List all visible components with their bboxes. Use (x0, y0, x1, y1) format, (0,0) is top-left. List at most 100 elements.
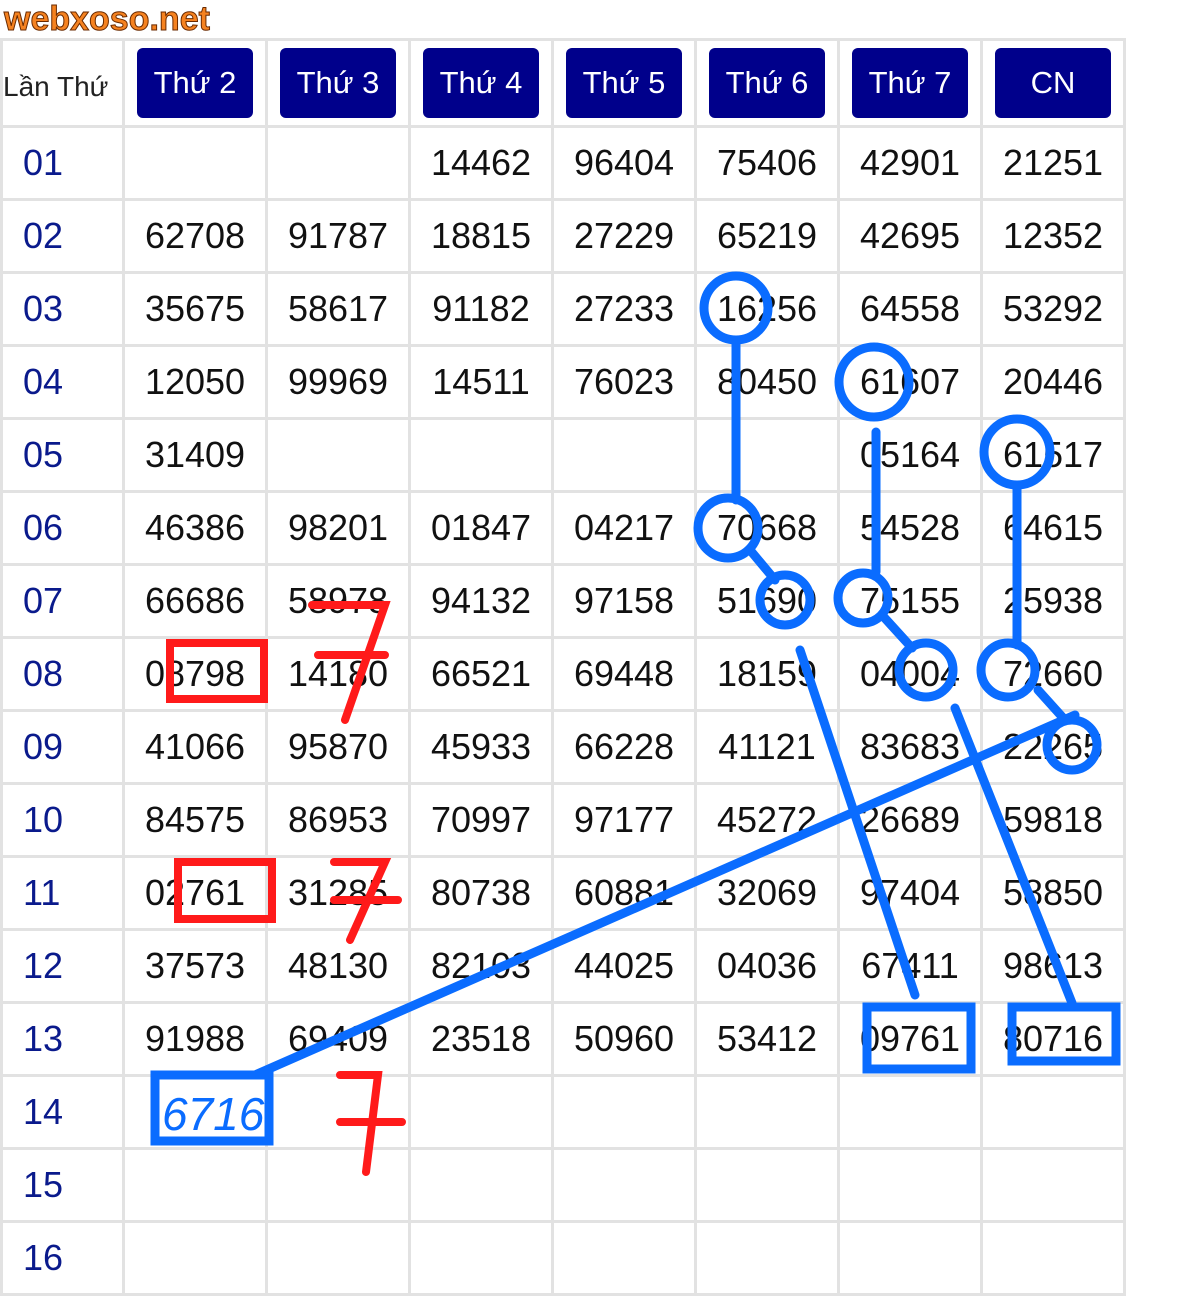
result-cell (265, 1147, 411, 1223)
result-cell (265, 1220, 411, 1296)
day-header-button[interactable]: CN (995, 48, 1111, 118)
day-header-button[interactable]: Thứ 5 (566, 48, 682, 118)
result-cell (265, 417, 411, 493)
table-row: 10 84575 86953 70997 97177 45272 26689 59818 (0, 782, 1126, 858)
result-cell: 91182 (408, 271, 554, 347)
result-cell (837, 1074, 983, 1150)
result-cell: 66228 (551, 709, 697, 785)
day-header-button[interactable]: Thứ 2 (137, 48, 253, 118)
result-cell: 97404 (837, 855, 983, 931)
result-cell: 32069 (694, 855, 840, 931)
table-row: 14 (0, 1074, 1126, 1150)
corner-label: Lần Thứ (3, 71, 109, 102)
row-label: 07 (0, 563, 125, 639)
result-cell: 26689 (837, 782, 983, 858)
result-cell: 45933 (408, 709, 554, 785)
result-cell: 80450 (694, 344, 840, 420)
result-cell: 21251 (980, 125, 1126, 201)
result-cell: 76023 (551, 344, 697, 420)
result-cell: 27229 (551, 198, 697, 274)
row-label: 01 (0, 125, 125, 201)
result-cell (980, 1220, 1126, 1296)
row-label: 03 (0, 271, 125, 347)
table-row: 09 41066 95870 45933 66228 41121 83683 22265 (0, 709, 1126, 785)
result-cell: 98613 (980, 928, 1126, 1004)
day-header: Thứ 7 (837, 38, 983, 128)
result-cell: 09761 (837, 1001, 983, 1077)
result-cell (408, 1074, 554, 1150)
result-cell: 69409 (265, 1001, 411, 1077)
result-cell: 97158 (551, 563, 697, 639)
result-cell: 48130 (265, 928, 411, 1004)
result-cell: 86953 (265, 782, 411, 858)
result-cell (980, 1074, 1126, 1150)
day-header: Thứ 5 (551, 38, 697, 128)
result-cell: 65219 (694, 198, 840, 274)
result-cell: 05164 (837, 417, 983, 493)
result-cell (122, 125, 268, 201)
result-cell: 41121 (694, 709, 840, 785)
row-label: 16 (0, 1220, 125, 1296)
result-cell: 18159 (694, 636, 840, 712)
result-cell (694, 1147, 840, 1223)
result-cell: 37573 (122, 928, 268, 1004)
result-cell: 91988 (122, 1001, 268, 1077)
result-cell: 45272 (694, 782, 840, 858)
table-row: 06 46386 98201 01847 04217 70668 54528 64615 (0, 490, 1126, 566)
result-cell: 02761 (122, 855, 268, 931)
result-cell: 12352 (980, 198, 1126, 274)
result-cell (265, 1074, 411, 1150)
result-cell: 84575 (122, 782, 268, 858)
result-cell: 16256 (694, 271, 840, 347)
result-cell: 44025 (551, 928, 697, 1004)
result-cell: 80716 (980, 1001, 1126, 1077)
result-cell: 18815 (408, 198, 554, 274)
day-header-button[interactable]: Thứ 7 (852, 48, 968, 118)
table-row: 04 12050 99969 14511 76023 80450 61607 20446 (0, 344, 1126, 420)
row-label: 11 (0, 855, 125, 931)
row-label: 10 (0, 782, 125, 858)
row-label: 05 (0, 417, 125, 493)
result-cell (408, 417, 554, 493)
result-cell: 42695 (837, 198, 983, 274)
table-row: 02 62708 91787 18815 27229 65219 42695 12352 (0, 198, 1126, 274)
result-cell: 61517 (980, 417, 1126, 493)
result-cell (694, 417, 840, 493)
row-label: 04 (0, 344, 125, 420)
result-cell: 95870 (265, 709, 411, 785)
result-cell: 31285 (265, 855, 411, 931)
result-cell (551, 417, 697, 493)
corner-header: Lần Thứ (0, 38, 125, 128)
result-cell: 80738 (408, 855, 554, 931)
result-cell: 53292 (980, 271, 1126, 347)
result-cell: 04217 (551, 490, 697, 566)
result-cell: 41066 (122, 709, 268, 785)
table-row: 07 66686 58978 94132 97158 51690 75155 25938 (0, 563, 1126, 639)
day-header-button[interactable]: Thứ 4 (423, 48, 539, 118)
result-cell: 94132 (408, 563, 554, 639)
row-label: 14 (0, 1074, 125, 1150)
result-cell (122, 1147, 268, 1223)
row-label: 02 (0, 198, 125, 274)
row-label: 15 (0, 1147, 125, 1223)
result-cell: 69448 (551, 636, 697, 712)
result-cell (408, 1147, 554, 1223)
result-cell: 66686 (122, 563, 268, 639)
result-cell: 58978 (265, 563, 411, 639)
result-cell: 62708 (122, 198, 268, 274)
day-header-button[interactable]: Thứ 3 (280, 48, 396, 118)
lottery-table: Lần Thứ Thứ 2 Thứ 3 Thứ 4 Thứ 5 Thứ 6 Thứ 7 CN … (0, 38, 1126, 1296)
result-cell: 08798 (122, 636, 268, 712)
result-cell: 35675 (122, 271, 268, 347)
day-header: Thứ 4 (408, 38, 554, 128)
result-cell: 04036 (694, 928, 840, 1004)
result-cell (122, 1220, 268, 1296)
result-cell: 70668 (694, 490, 840, 566)
table-row: 13 91988 69409 23518 50960 53412 09761 80716 (0, 1001, 1126, 1077)
table-row: 12 37573 48130 82103 44025 04036 67411 98613 (0, 928, 1126, 1004)
result-cell: 72660 (980, 636, 1126, 712)
result-cell: 23518 (408, 1001, 554, 1077)
result-cell (408, 1220, 554, 1296)
result-cell (837, 1220, 983, 1296)
day-header-button[interactable]: Thứ 6 (709, 48, 825, 118)
